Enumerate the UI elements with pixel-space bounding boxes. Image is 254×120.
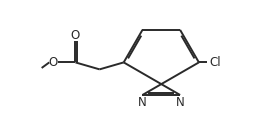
Text: N: N [176, 96, 184, 109]
Text: O: O [48, 56, 57, 69]
Text: O: O [71, 29, 80, 42]
Text: N: N [138, 96, 147, 109]
Text: Cl: Cl [210, 56, 221, 69]
